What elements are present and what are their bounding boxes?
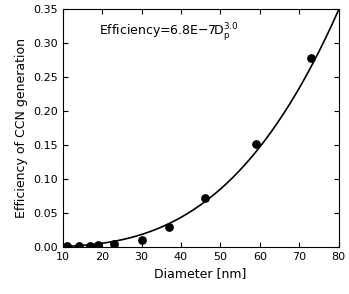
Point (111, 242, 117, 247)
Text: Efficiency=6.8E$-$7D$_{\rm p}^{3.0}$: Efficiency=6.8E$-$7D$_{\rm p}^{3.0}$ (99, 21, 238, 43)
Point (166, 224, 172, 229)
Y-axis label: Efficiency of CCN generation: Efficiency of CCN generation (15, 38, 28, 218)
X-axis label: Diameter [nm]: Diameter [nm] (155, 267, 247, 280)
Point (139, 238, 144, 243)
Point (202, 196, 207, 200)
Point (64, 244, 69, 249)
Point (96, 243, 101, 247)
Point (76, 243, 81, 248)
Point (88, 243, 93, 248)
Point (253, 141, 259, 146)
Point (308, 56, 314, 60)
